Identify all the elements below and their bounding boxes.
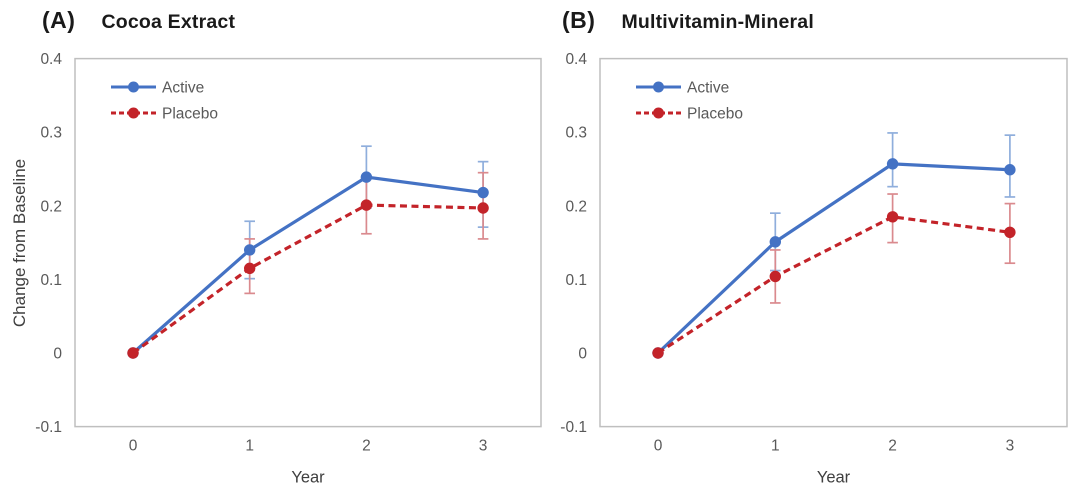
panel-b: 0.4 0.3 0.2 0.1 0 -0.1 0 1 2 3 Year Active Placebo <box>560 51 1068 487</box>
panel-b-title: Multivitamin-Mineral <box>621 11 814 33</box>
legend-item-active: Active <box>111 80 204 97</box>
data-point-placebo <box>477 202 489 214</box>
panel-b-label: (B) <box>562 7 596 33</box>
y-tick-label: 0.3 <box>40 125 62 142</box>
data-point-placebo <box>1004 226 1016 238</box>
x-tick-label: 3 <box>479 438 488 455</box>
data-point-active <box>886 158 899 170</box>
data-point-active <box>360 171 373 183</box>
legend-item-placebo: Placebo <box>111 106 218 123</box>
data-point-placebo <box>127 347 139 359</box>
data-point-placebo <box>769 270 781 283</box>
panel-a-title: Cocoa Extract <box>101 11 236 33</box>
panel-b-header: (B) Multivitamin-Mineral <box>562 7 814 34</box>
y-tick-label: 0 <box>53 346 62 363</box>
data-point-placebo <box>360 199 373 211</box>
panel-a-label: (A) <box>42 7 76 33</box>
x-tick-label: 2 <box>362 438 371 455</box>
x-tick-label: 0 <box>129 438 138 455</box>
x-tick-label: 0 <box>654 438 663 455</box>
legend-label: Placebo <box>687 106 743 123</box>
x-axis-title: Year <box>291 469 325 487</box>
series-line-placebo <box>132 203 484 355</box>
legend-marker-circle <box>128 107 139 119</box>
x-axis-title: Year <box>817 469 851 487</box>
y-tick-label: 0.3 <box>565 125 587 142</box>
y-tick-label: -0.1 <box>35 419 62 436</box>
y-tick-label: 0.4 <box>40 51 62 68</box>
data-point-active <box>769 236 781 248</box>
data-point-active <box>1004 164 1016 176</box>
x-tick-label: 3 <box>1006 438 1015 455</box>
legend-marker-circle <box>653 107 664 119</box>
y-tick-label: 0 <box>578 346 587 363</box>
error-bars-placebo <box>244 171 489 295</box>
legend-label: Placebo <box>162 106 218 123</box>
error-bars-placebo <box>770 193 1016 304</box>
plot-area-border <box>74 57 542 428</box>
data-point-placebo <box>886 211 899 223</box>
x-tick-label: 1 <box>771 438 780 455</box>
x-tick-label: 2 <box>888 438 897 455</box>
x-tick-label: 1 <box>245 438 254 455</box>
y-tick-label: 0.2 <box>40 198 62 215</box>
data-point-placebo <box>244 262 256 275</box>
y-tick-label: 0.2 <box>565 198 587 215</box>
series-line-active <box>131 175 484 355</box>
legend-label: Active <box>687 80 729 97</box>
legend-marker-circle <box>653 81 664 93</box>
panel-a: 0.4 0.3 0.2 0.1 0 -0.1 0 1 2 3 Year Active Placebo <box>35 51 542 487</box>
legend-label: Active <box>162 80 204 97</box>
data-point-placebo <box>652 347 664 359</box>
series-line-placebo <box>657 215 1011 355</box>
plot-area-border <box>599 57 1068 428</box>
data-point-active <box>477 186 489 199</box>
legend-item-placebo: Placebo <box>636 106 743 123</box>
legend-item-active: Active <box>636 80 729 97</box>
y-tick-label: -0.1 <box>560 419 587 436</box>
y-tick-label: 0.4 <box>565 51 587 68</box>
legend-marker-circle <box>128 81 139 93</box>
panel-a-header: (A) Cocoa Extract <box>42 7 235 34</box>
y-tick-label: 0.1 <box>40 272 62 289</box>
y-tick-label: 0.1 <box>565 272 587 289</box>
series-line-active <box>656 162 1010 355</box>
data-point-active <box>244 244 256 256</box>
